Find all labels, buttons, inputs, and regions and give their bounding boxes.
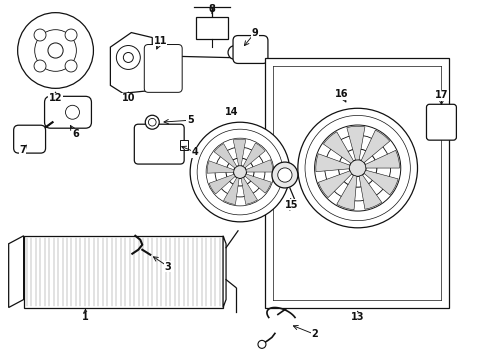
Circle shape — [34, 60, 46, 72]
Circle shape — [197, 129, 283, 215]
Circle shape — [305, 116, 410, 221]
Polygon shape — [337, 175, 357, 210]
Circle shape — [325, 135, 391, 201]
Circle shape — [35, 30, 76, 71]
FancyBboxPatch shape — [134, 124, 184, 164]
Text: 13: 13 — [351, 312, 365, 323]
Circle shape — [278, 168, 292, 182]
Polygon shape — [223, 177, 239, 204]
Circle shape — [123, 53, 133, 62]
Polygon shape — [318, 171, 352, 198]
Polygon shape — [209, 174, 235, 194]
Circle shape — [226, 158, 254, 186]
FancyBboxPatch shape — [14, 125, 46, 153]
Polygon shape — [243, 143, 265, 168]
Text: 14: 14 — [225, 107, 239, 117]
Circle shape — [66, 105, 79, 119]
Polygon shape — [245, 174, 271, 193]
Circle shape — [315, 125, 401, 211]
Polygon shape — [24, 236, 223, 307]
Bar — [196, 17, 228, 39]
Polygon shape — [246, 160, 273, 172]
Text: 7: 7 — [19, 145, 26, 155]
Polygon shape — [323, 132, 353, 163]
Text: 11: 11 — [153, 36, 167, 46]
Polygon shape — [359, 175, 382, 209]
Polygon shape — [364, 170, 398, 195]
FancyBboxPatch shape — [233, 36, 268, 63]
Circle shape — [272, 162, 298, 188]
Circle shape — [234, 166, 246, 179]
Bar — [265, 58, 449, 307]
Bar — [180, 140, 188, 150]
Circle shape — [116, 45, 140, 69]
Circle shape — [48, 43, 63, 58]
Text: 5: 5 — [187, 115, 194, 125]
Polygon shape — [365, 150, 399, 168]
Polygon shape — [9, 236, 24, 307]
Polygon shape — [347, 126, 365, 160]
Circle shape — [258, 340, 266, 348]
Polygon shape — [223, 236, 226, 307]
Circle shape — [18, 13, 94, 88]
Polygon shape — [233, 139, 245, 166]
Text: 15: 15 — [285, 200, 298, 210]
Polygon shape — [361, 130, 390, 163]
Polygon shape — [241, 177, 257, 204]
FancyBboxPatch shape — [426, 104, 456, 140]
Circle shape — [228, 45, 242, 59]
Circle shape — [339, 149, 377, 187]
Text: 4: 4 — [192, 147, 198, 157]
Text: 6: 6 — [72, 129, 79, 139]
Circle shape — [65, 29, 77, 41]
Circle shape — [349, 160, 366, 176]
Circle shape — [206, 138, 274, 206]
Text: 2: 2 — [312, 329, 318, 339]
FancyBboxPatch shape — [45, 96, 92, 128]
Polygon shape — [207, 161, 234, 173]
Circle shape — [215, 147, 265, 197]
Text: 1: 1 — [82, 312, 89, 323]
Text: 16: 16 — [335, 89, 348, 99]
FancyBboxPatch shape — [144, 45, 182, 92]
Circle shape — [65, 60, 77, 72]
Circle shape — [148, 118, 156, 126]
Circle shape — [190, 122, 290, 222]
Polygon shape — [110, 32, 152, 93]
Circle shape — [145, 115, 159, 129]
Text: 8: 8 — [209, 4, 216, 14]
Circle shape — [34, 29, 46, 41]
Circle shape — [298, 108, 417, 228]
Text: 10: 10 — [122, 93, 135, 103]
Text: 9: 9 — [251, 28, 258, 37]
Text: 17: 17 — [435, 90, 448, 100]
Polygon shape — [316, 154, 350, 172]
Polygon shape — [214, 144, 237, 168]
Text: 12: 12 — [49, 93, 62, 103]
Text: 3: 3 — [165, 262, 172, 272]
